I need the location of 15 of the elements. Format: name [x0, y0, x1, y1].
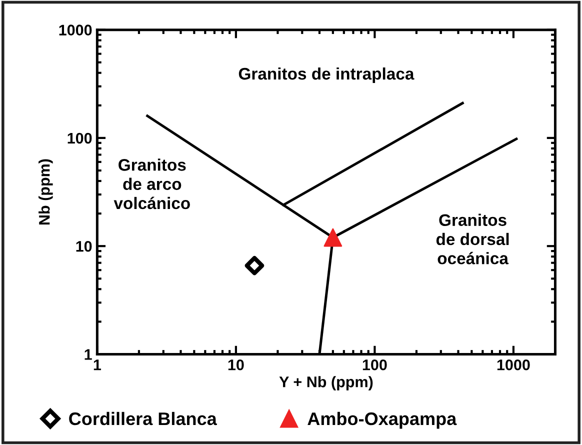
y-tick-label: 1000 — [59, 24, 92, 36]
x-axis-title: Y + Nb (ppm) — [279, 376, 373, 390]
annotation: Granitos de dorsal oceánica — [436, 214, 509, 264]
y-axis-title: Nb (ppm) — [38, 159, 53, 225]
legend-label: Cordillera Blanca — [69, 412, 217, 426]
x-tick-label: 1000 — [497, 359, 530, 370]
legend-label: Ambo-Oxapampa — [308, 412, 457, 429]
x-tick-label: 100 — [362, 359, 387, 370]
annotation: Granitos de arco volcánico — [114, 158, 190, 210]
annotation: Granitos de intraplaca — [238, 67, 414, 83]
x-tick-label: 1 — [94, 360, 102, 370]
y-tick-label: 1 — [84, 349, 92, 360]
y-tick-label: 10 — [76, 240, 92, 252]
y-tick-label: 100 — [68, 132, 92, 144]
x-tick-label: 10 — [228, 359, 244, 370]
